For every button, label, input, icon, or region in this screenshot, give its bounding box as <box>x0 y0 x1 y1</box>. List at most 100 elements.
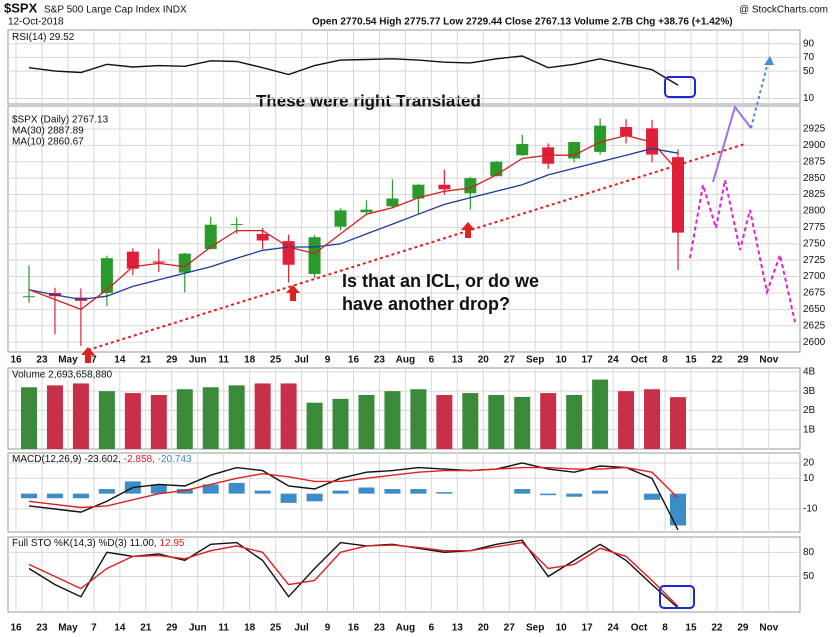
histogram-bar <box>228 482 245 494</box>
x-tick-label: 18 <box>244 623 256 634</box>
volume-bar <box>618 391 635 449</box>
annotation: have another drop? <box>342 294 510 314</box>
y-tick-label: 4B <box>803 366 816 377</box>
volume-bar <box>21 387 37 449</box>
candle-body <box>152 261 165 263</box>
y-tick-label: 2B <box>803 405 816 416</box>
x-tick-label: 10 <box>556 623 568 634</box>
x-tick-label: 6 <box>429 623 435 634</box>
histogram-bar <box>410 489 427 494</box>
quote: Open 2770.54 High 2775.77 Low 2729.44 Cl… <box>312 17 733 28</box>
legend-entry: -20.743 <box>158 454 192 465</box>
x-tick-label: Jul <box>294 623 309 634</box>
x-tick-label: 11 <box>218 623 229 634</box>
candle-body <box>178 253 191 273</box>
x-tick-label: 18 <box>244 355 256 366</box>
price-panel <box>7 105 801 353</box>
arrow <box>286 285 300 301</box>
histogram-bar <box>592 490 609 494</box>
legend-entry: Full STO %K(14,3) %D(3) 11.00, <box>12 538 157 549</box>
x-tick-label: 7 <box>91 623 97 634</box>
candle-body <box>360 209 373 213</box>
x-tick-label: Oct <box>631 623 648 634</box>
y-tick-label: 2725 <box>803 255 826 266</box>
candle-body <box>464 178 477 194</box>
volume-bar <box>514 396 531 449</box>
volume-bar <box>228 385 245 449</box>
x-tick-label: 16 <box>10 623 22 634</box>
y-tick-label: 2775 <box>803 222 826 233</box>
x-tick-label: 23 <box>374 355 386 366</box>
candle-body <box>620 126 633 137</box>
volume-bar <box>254 383 271 449</box>
projection <box>689 179 796 323</box>
histogram-bar <box>254 490 271 494</box>
histogram-bar <box>98 489 115 494</box>
volume-bar <box>566 395 583 449</box>
histogram-bar <box>358 487 375 494</box>
x-tick-label: 6 <box>429 355 435 366</box>
legend-title: $SPX (Daily) 2767.13 <box>12 115 109 126</box>
x-tick-label: 22 <box>711 355 723 366</box>
x-tick-label: Jun <box>189 355 207 366</box>
y-tick-label: 2850 <box>803 173 826 184</box>
volume-bar <box>98 391 115 449</box>
ma-line <box>28 147 679 301</box>
x-tick-label: 13 <box>452 355 464 366</box>
candle-body <box>672 157 684 233</box>
histogram-bar <box>384 489 401 494</box>
x-tick-label: 22 <box>711 623 723 634</box>
x-tick-label: 14 <box>114 623 126 634</box>
x-tick-label: 16 <box>10 355 22 366</box>
y-tick-label: 20 <box>803 458 815 469</box>
date: 12-Oct-2018 <box>8 17 64 28</box>
candle-body <box>256 233 269 241</box>
x-tick-label: Jul <box>294 355 309 366</box>
candle-body <box>386 198 399 207</box>
x-tick-label: May <box>58 355 78 366</box>
histogram-bar <box>150 484 167 494</box>
volume-bar <box>462 393 479 449</box>
volume-bar <box>384 391 401 449</box>
candle-body <box>230 224 243 226</box>
volume-bar <box>72 383 89 449</box>
x-tick-label: 25 <box>270 623 282 634</box>
histogram-bar <box>202 484 219 494</box>
histogram-bar <box>280 493 297 503</box>
x-tick-label: 27 <box>504 355 516 366</box>
annotation: Is that an ICL, or do we <box>342 271 539 291</box>
y-tick-label: 50 <box>803 571 815 582</box>
indicator-line <box>28 462 679 531</box>
x-tick-label: 14 <box>114 355 126 366</box>
volume-bar <box>332 398 349 449</box>
volume-bar <box>124 393 141 449</box>
volume-bar <box>280 383 297 449</box>
x-tick-label: 9 <box>325 623 331 634</box>
y-tick-label: 2700 <box>803 271 826 282</box>
histogram-bar <box>670 493 686 526</box>
x-tick-label: 8 <box>662 355 668 366</box>
x-tick-label: Sep <box>526 623 544 634</box>
y-tick-label: 2875 <box>803 156 826 167</box>
trendline <box>87 143 746 351</box>
x-tick-label: 10 <box>556 355 568 366</box>
x-tick-label: 29 <box>166 623 178 634</box>
x-tick-label: 15 <box>685 623 697 634</box>
arrow <box>461 222 475 238</box>
y-tick-label: 2750 <box>803 238 826 249</box>
plot-layer: 2600262526502675270027252750277528002825… <box>8 30 826 634</box>
legend: MACD(12,26,9) -23.602, -2.858, -20.743 <box>12 454 192 465</box>
legend-entry: MA(30) 2887.89 <box>12 126 84 137</box>
candle-body <box>646 128 659 155</box>
indicator-line <box>28 466 679 509</box>
y-tick-label: 2675 <box>803 288 826 299</box>
y-tick-label: 10 <box>803 93 815 104</box>
volume-bar <box>46 385 63 449</box>
candle-body <box>594 125 607 152</box>
x-tick-label: Nov <box>759 355 778 366</box>
y-tick-label: 70 <box>803 52 815 63</box>
histogram-bar <box>21 493 37 499</box>
ma-line <box>28 134 679 311</box>
legend-entry: -2.858, <box>124 454 155 465</box>
